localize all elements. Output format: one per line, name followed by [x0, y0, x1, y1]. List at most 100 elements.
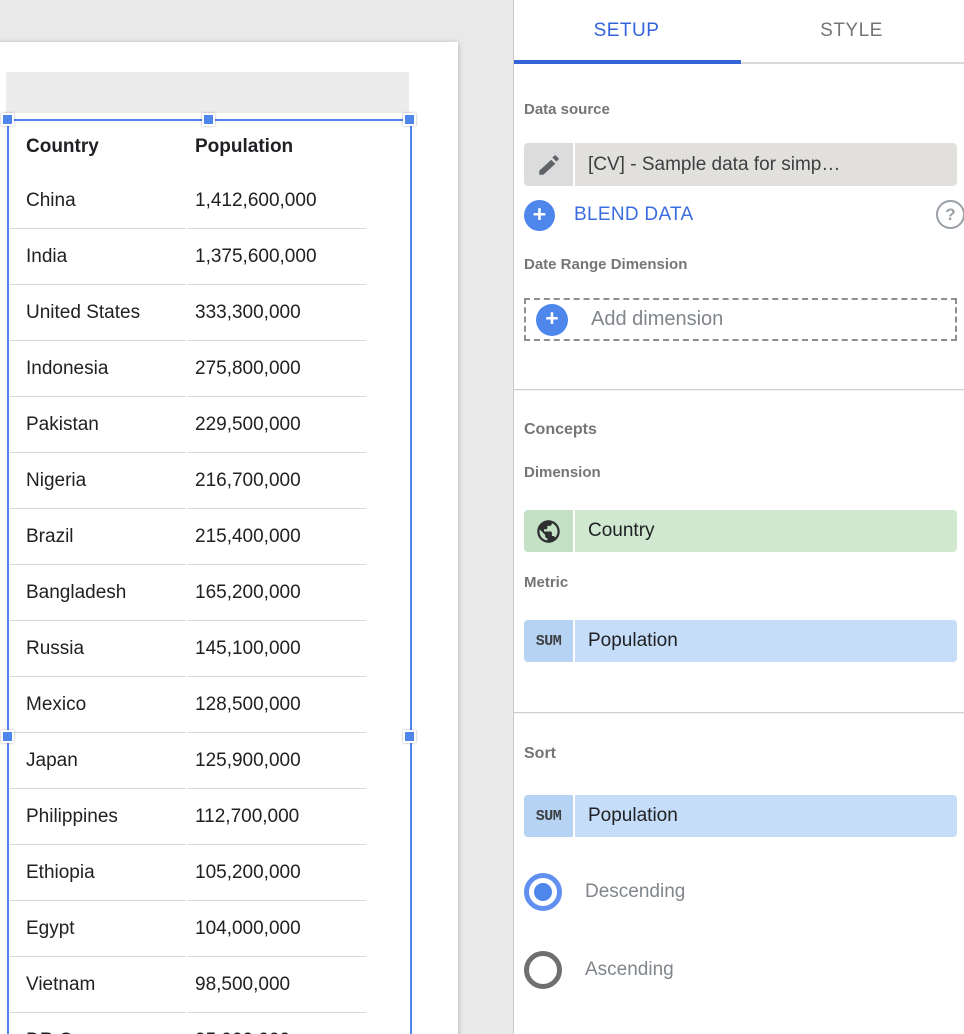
resize-handle-mid-right[interactable] — [403, 730, 416, 743]
sort-descending-option[interactable]: Descending — [524, 873, 685, 911]
table-row: Vietnam 98,500,000 — [9, 957, 375, 1013]
sort-ascending-option[interactable]: Ascending — [524, 951, 674, 989]
table-cell-country: Russia — [10, 621, 186, 677]
table-cell-country: Indonesia — [10, 341, 186, 397]
table-row: Nigeria 216,700,000 — [9, 453, 375, 509]
table-row: DR Congo 95,900,000 — [9, 1013, 375, 1034]
table-cell-country: China — [10, 173, 186, 229]
globe-icon — [535, 518, 562, 545]
resize-handle-top-center[interactable] — [202, 113, 215, 126]
table-row: Brazil 215,400,000 — [9, 509, 375, 565]
table-cell-population: 104,000,000 — [188, 901, 366, 957]
table-cell-population: 125,900,000 — [188, 733, 366, 789]
table-header-country[interactable]: Country — [26, 136, 99, 157]
metric-value[interactable]: Population — [575, 620, 957, 662]
sort-descending-label: Descending — [585, 881, 686, 902]
properties-panel: SETUP STYLE Data source [CV] - Sample da… — [513, 0, 964, 1034]
table-cell-country: DR Congo — [10, 1013, 186, 1034]
table-cell-population: 165,200,000 — [188, 565, 366, 621]
table-body: China 1,412,600,000 India 1,375,600,000 … — [9, 173, 410, 1034]
resize-handle-mid-left[interactable] — [1, 730, 14, 743]
radio-unselected-icon[interactable] — [524, 951, 562, 989]
plus-icon: + — [536, 303, 568, 336]
table-cell-population: 145,100,000 — [188, 621, 366, 677]
table-header-population[interactable]: Population — [195, 136, 294, 157]
resize-handle-top-right[interactable] — [403, 113, 416, 126]
table-chart[interactable]: Country Population China 1,412,600,000 I… — [7, 119, 412, 1034]
table-cell-population: 1,412,600,000 — [188, 173, 366, 229]
table-cell-population: 112,700,000 — [188, 789, 366, 845]
metric-label: Metric — [524, 574, 569, 591]
table-row: Ethiopia 105,200,000 — [9, 845, 375, 901]
table-cell-country: Nigeria — [10, 453, 186, 509]
dimension-value[interactable]: Country — [575, 510, 957, 552]
resize-handle-top-left[interactable] — [1, 113, 14, 126]
help-icon[interactable]: ? — [936, 200, 964, 229]
data-source-name[interactable]: [CV] - Sample data for simp… — [575, 143, 957, 186]
blend-data-button[interactable]: + BLEND DATA ? — [524, 199, 964, 231]
section-divider — [514, 389, 964, 390]
table-cell-population: 215,400,000 — [188, 509, 366, 565]
blend-data-label: BLEND DATA — [574, 204, 694, 225]
table-cell-country: Brazil — [10, 509, 186, 565]
date-range-dimension-label: Date Range Dimension — [524, 256, 688, 273]
table-cell-population: 95,900,000 — [188, 1013, 366, 1034]
tab-setup[interactable]: SETUP — [593, 20, 660, 41]
section-divider — [514, 712, 964, 713]
table-cell-population: 275,800,000 — [188, 341, 366, 397]
table-row: Bangladesh 165,200,000 — [9, 565, 375, 621]
sort-field-value[interactable]: Population — [575, 795, 957, 837]
panel-tabs: SETUP STYLE — [514, 0, 964, 64]
concepts-label: Concepts — [524, 421, 597, 438]
dimension-label: Dimension — [524, 464, 601, 481]
table-cell-country: Japan — [10, 733, 186, 789]
table-cell-population: 229,500,000 — [188, 397, 366, 453]
canvas-header-band — [6, 72, 409, 113]
table-cell-country: Vietnam — [10, 957, 186, 1013]
table-cell-country: Ethiopia — [10, 845, 186, 901]
table-row: Russia 145,100,000 — [9, 621, 375, 677]
sort-ascending-label: Ascending — [585, 959, 674, 980]
active-tab-underline — [514, 60, 741, 64]
table-header-row: Country Population — [9, 121, 375, 173]
sort-label: Sort — [524, 745, 556, 762]
tab-style[interactable]: STYLE — [820, 20, 883, 41]
report-canvas[interactable]: Country Population China 1,412,600,000 I… — [0, 0, 513, 1034]
plus-icon: + — [524, 199, 555, 231]
table-cell-country: Philippines — [10, 789, 186, 845]
sort-aggregation-badge[interactable]: SUM — [524, 795, 573, 837]
table-row: Pakistan 229,500,000 — [9, 397, 375, 453]
add-dimension-label: Add dimension — [591, 308, 724, 330]
data-source-chip[interactable]: [CV] - Sample data for simp… — [524, 143, 957, 186]
table-row: Indonesia 275,800,000 — [9, 341, 375, 397]
table-cell-country: Pakistan — [10, 397, 186, 453]
table-cell-population: 1,375,600,000 — [188, 229, 366, 285]
table-row: Mexico 128,500,000 — [9, 677, 375, 733]
dimension-type-button[interactable] — [524, 510, 573, 552]
table-row: Japan 125,900,000 — [9, 733, 375, 789]
table-cell-population: 128,500,000 — [188, 677, 366, 733]
table-row: India 1,375,600,000 — [9, 229, 375, 285]
pencil-icon — [536, 152, 562, 178]
table-row: Philippines 112,700,000 — [9, 789, 375, 845]
metric-aggregation-badge[interactable]: SUM — [524, 620, 573, 662]
table-cell-population: 98,500,000 — [188, 957, 366, 1013]
metric-chip-population[interactable]: SUM Population — [524, 620, 957, 662]
sort-field-chip[interactable]: SUM Population — [524, 795, 957, 837]
table-cell-country: India — [10, 229, 186, 285]
table-cell-population: 216,700,000 — [188, 453, 366, 509]
table-row: United States 333,300,000 — [9, 285, 375, 341]
table-cell-country: Egypt — [10, 901, 186, 957]
table-row: Egypt 104,000,000 — [9, 901, 375, 957]
table-cell-population: 333,300,000 — [188, 285, 366, 341]
edit-data-source-button[interactable] — [524, 143, 573, 186]
table-cell-country: Bangladesh — [10, 565, 186, 621]
data-source-label: Data source — [524, 101, 610, 118]
table-cell-country: United States — [10, 285, 186, 341]
table-row: China 1,412,600,000 — [9, 173, 375, 229]
table-cell-country: Mexico — [10, 677, 186, 733]
table-cell-population: 105,200,000 — [188, 845, 366, 901]
dimension-chip-country[interactable]: Country — [524, 510, 957, 552]
radio-selected-icon[interactable] — [524, 873, 562, 911]
add-dimension-button[interactable]: + Add dimension — [524, 298, 957, 341]
